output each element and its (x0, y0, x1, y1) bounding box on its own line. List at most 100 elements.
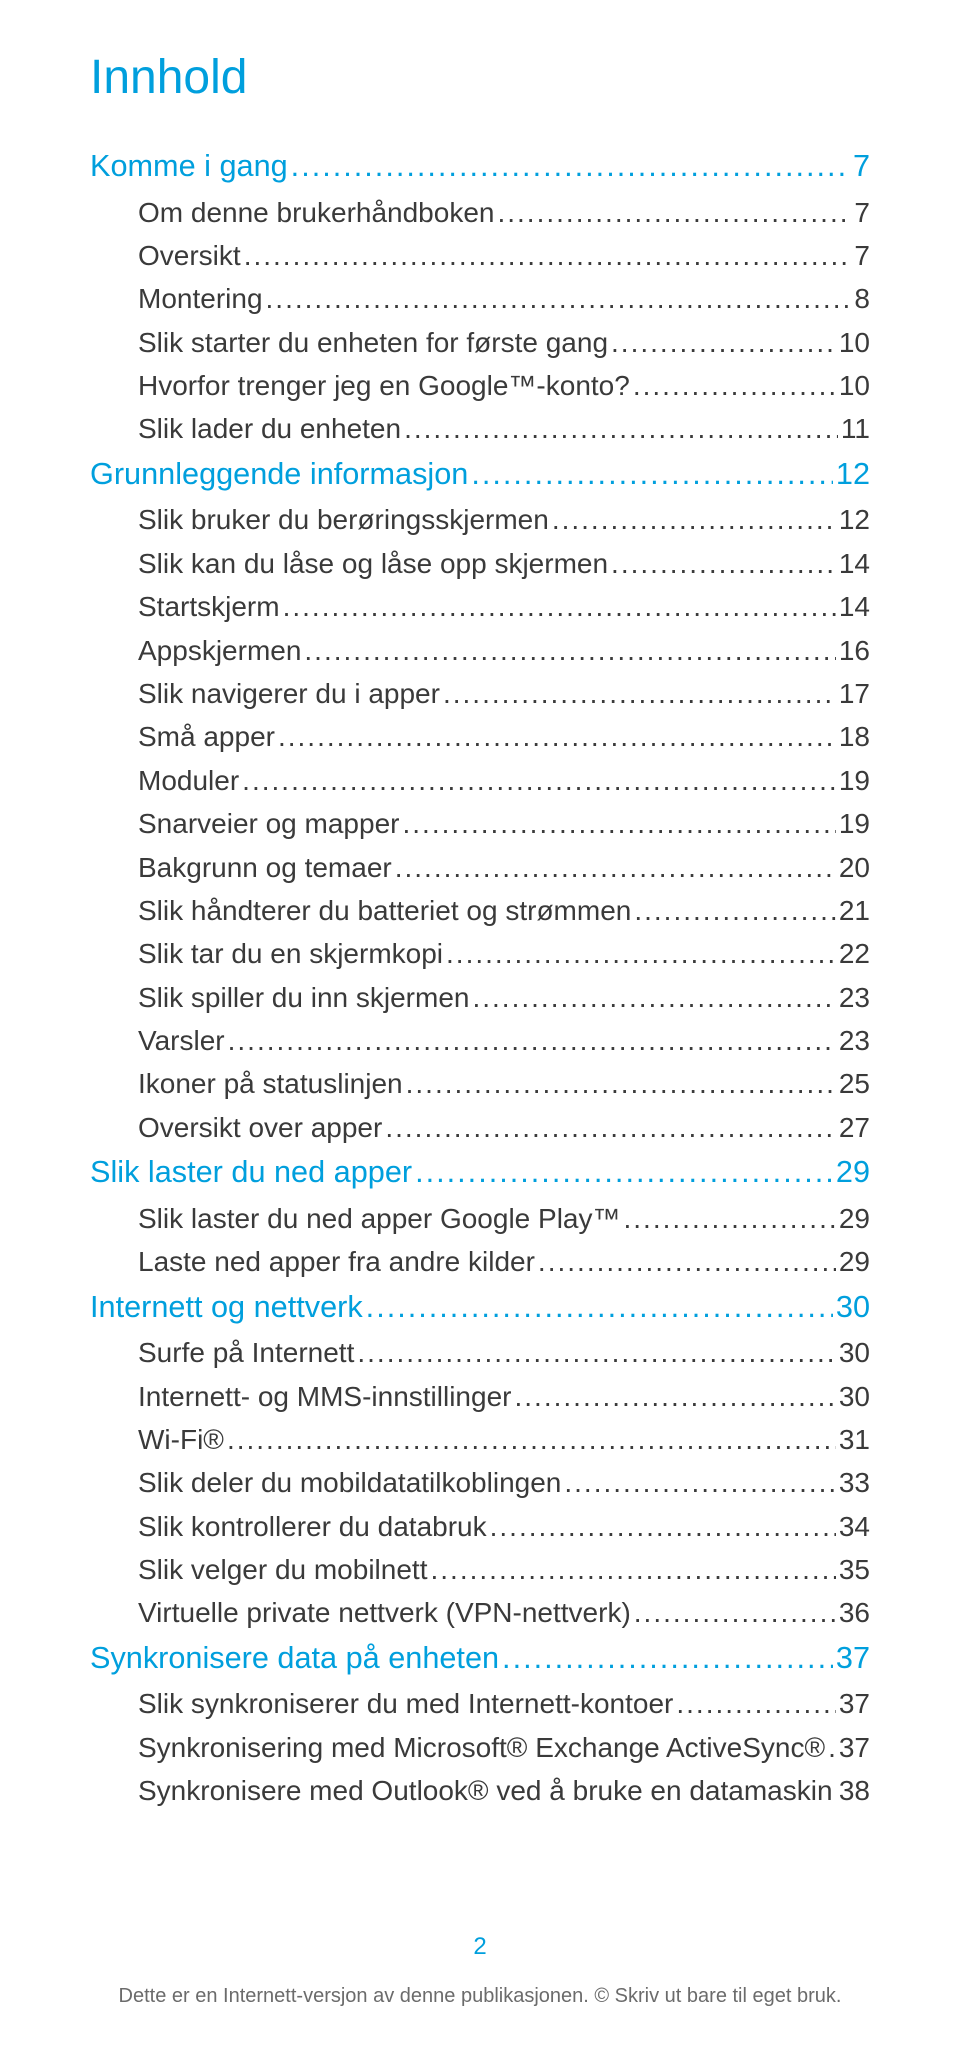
toc-item-label: Surfe på Internett (138, 1331, 354, 1374)
toc-item[interactable]: Slik synkroniserer du med Internett-kont… (90, 1682, 870, 1725)
toc-item-pagenum: 37 (839, 1682, 870, 1725)
toc-leader-dots (415, 1149, 833, 1197)
toc-item-pagenum: 34 (839, 1505, 870, 1548)
toc-section-label: Slik laster du ned apper (90, 1149, 412, 1197)
toc-section-heading[interactable]: Slik laster du ned apper 29 (90, 1149, 870, 1197)
toc-leader-dots (538, 1240, 836, 1283)
toc-item[interactable]: Slik håndterer du batteriet og strømmen2… (90, 889, 870, 932)
toc-item[interactable]: Surfe på Internett 30 (90, 1331, 870, 1374)
toc-leader-dots (357, 1331, 835, 1374)
toc-item-pagenum: 20 (839, 846, 870, 889)
toc-item-pagenum: 14 (839, 542, 870, 585)
toc-leader-dots (611, 542, 836, 585)
toc-leader-dots (402, 802, 835, 845)
toc-leader-dots (634, 1591, 836, 1634)
toc-item[interactable]: Moduler19 (90, 759, 870, 802)
toc-item[interactable]: Synkronisere med Outlook® ved å bruke en… (90, 1769, 870, 1812)
toc-item[interactable]: Slik deler du mobildatatilkoblingen33 (90, 1461, 870, 1504)
toc-item-pagenum: 21 (839, 889, 870, 932)
toc-leader-dots (242, 759, 836, 802)
toc-leader-dots (633, 364, 836, 407)
toc-item[interactable]: Slik kan du låse og låse opp skjermen 14 (90, 542, 870, 585)
toc-item-label: Slik tar du en skjermkopi (138, 932, 443, 975)
toc-section-label: Grunnleggende informasjon (90, 451, 468, 499)
toc-leader-dots (266, 277, 852, 320)
toc-item-pagenum: 25 (839, 1062, 870, 1105)
toc-leader-dots (228, 1019, 836, 1062)
toc-item-label: Slik spiller du inn skjermen (138, 976, 469, 1019)
toc-section-heading[interactable]: Synkronisere data på enheten37 (90, 1635, 870, 1683)
toc-item-label: Oversikt over apper (138, 1106, 382, 1149)
toc-item-label: Synkronisering med Microsoft® Exchange A… (138, 1726, 825, 1769)
toc-item-pagenum: 16 (839, 629, 870, 672)
toc-leader-dots (634, 889, 836, 932)
toc-item-pagenum: 35 (839, 1548, 870, 1591)
toc-item[interactable]: Slik starter du enheten for første gang1… (90, 321, 870, 364)
toc-item-label: Snarveier og mapper (138, 802, 399, 845)
toc-leader-dots (497, 191, 851, 234)
toc-item[interactable]: Slik bruker du berøringsskjermen12 (90, 498, 870, 541)
toc-item-pagenum: 30 (839, 1331, 870, 1374)
toc-leader-dots (304, 629, 835, 672)
toc-leader-dots (611, 321, 836, 364)
toc-item[interactable]: Slik laster du ned apper Google Play™29 (90, 1197, 870, 1240)
toc-item-label: Slik synkroniserer du med Internett-kont… (138, 1682, 673, 1725)
toc-container: Komme i gang7Om denne brukerhåndboken7Ov… (90, 143, 870, 1813)
toc-leader-dots (244, 234, 852, 277)
toc-item[interactable]: Slik velger du mobilnett35 (90, 1548, 870, 1591)
toc-item-pagenum: 36 (839, 1591, 870, 1634)
toc-leader-dots (430, 1548, 835, 1591)
toc-item-label: Om denne brukerhåndboken (138, 191, 494, 234)
toc-section-heading[interactable]: Grunnleggende informasjon12 (90, 451, 870, 499)
toc-section-label: Internett og nettverk (90, 1284, 363, 1332)
toc-item[interactable]: Laste ned apper fra andre kilder 29 (90, 1240, 870, 1283)
toc-item-label: Laste ned apper fra andre kilder (138, 1240, 535, 1283)
toc-item[interactable]: Slik navigerer du i apper17 (90, 672, 870, 715)
toc-section-heading[interactable]: Internett og nettverk 30 (90, 1284, 870, 1332)
toc-item-label: Ikoner på statuslinjen (138, 1062, 403, 1105)
toc-item-pagenum: 14 (839, 585, 870, 628)
toc-leader-dots (406, 1062, 836, 1105)
toc-item[interactable]: Synkronisering med Microsoft® Exchange A… (90, 1726, 870, 1769)
toc-item-label: Slik kontrollerer du databruk (138, 1505, 487, 1548)
toc-item[interactable]: Slik lader du enheten11 (90, 407, 870, 450)
toc-item[interactable]: Oversikt7 (90, 234, 870, 277)
toc-section-pagenum: 30 (836, 1284, 870, 1332)
toc-item[interactable]: Slik tar du en skjermkopi22 (90, 932, 870, 975)
toc-item[interactable]: Montering8 (90, 277, 870, 320)
toc-item[interactable]: Oversikt over apper 27 (90, 1106, 870, 1149)
toc-item[interactable]: Om denne brukerhåndboken 7 (90, 191, 870, 234)
toc-item[interactable]: Wi-Fi®31 (90, 1418, 870, 1461)
toc-item-label: Wi-Fi® (138, 1418, 224, 1461)
toc-item[interactable]: Startskjerm14 (90, 585, 870, 628)
toc-item-pagenum: 8 (854, 277, 870, 320)
toc-item[interactable]: Bakgrunn og temaer20 (90, 846, 870, 889)
toc-item[interactable]: Slik spiller du inn skjermen 23 (90, 976, 870, 1019)
toc-item-pagenum: 27 (839, 1106, 870, 1149)
toc-item-pagenum: 23 (839, 976, 870, 1019)
toc-item-pagenum: 29 (839, 1240, 870, 1283)
toc-item[interactable]: Snarveier og mapper19 (90, 802, 870, 845)
toc-section-pagenum: 29 (836, 1149, 870, 1197)
toc-item[interactable]: Slik kontrollerer du databruk 34 (90, 1505, 870, 1548)
toc-item-pagenum: 37 (839, 1726, 870, 1769)
toc-leader-dots (385, 1106, 836, 1149)
toc-item[interactable]: Internett- og MMS-innstillinger30 (90, 1375, 870, 1418)
toc-leader-dots (490, 1505, 836, 1548)
toc-item-label: Slik starter du enheten for første gang (138, 321, 608, 364)
toc-item-pagenum: 30 (839, 1375, 870, 1418)
toc-item-label: Slik kan du låse og låse opp skjermen (138, 542, 608, 585)
toc-item-label: Slik deler du mobildatatilkoblingen (138, 1461, 561, 1504)
toc-item[interactable]: Virtuelle private nettverk (VPN-nettverk… (90, 1591, 870, 1634)
toc-item[interactable]: Varsler23 (90, 1019, 870, 1062)
toc-item-pagenum: 7 (854, 191, 870, 234)
toc-item[interactable]: Hvorfor trenger jeg en Google™-konto?10 (90, 364, 870, 407)
toc-section-heading[interactable]: Komme i gang7 (90, 143, 870, 191)
toc-item[interactable]: Appskjermen16 (90, 629, 870, 672)
toc-leader-dots (291, 143, 850, 191)
toc-item[interactable]: Små apper18 (90, 715, 870, 758)
toc-section-pagenum: 37 (836, 1635, 870, 1683)
toc-item-pagenum: 7 (854, 234, 870, 277)
toc-item-pagenum: 29 (839, 1197, 870, 1240)
toc-item[interactable]: Ikoner på statuslinjen 25 (90, 1062, 870, 1105)
